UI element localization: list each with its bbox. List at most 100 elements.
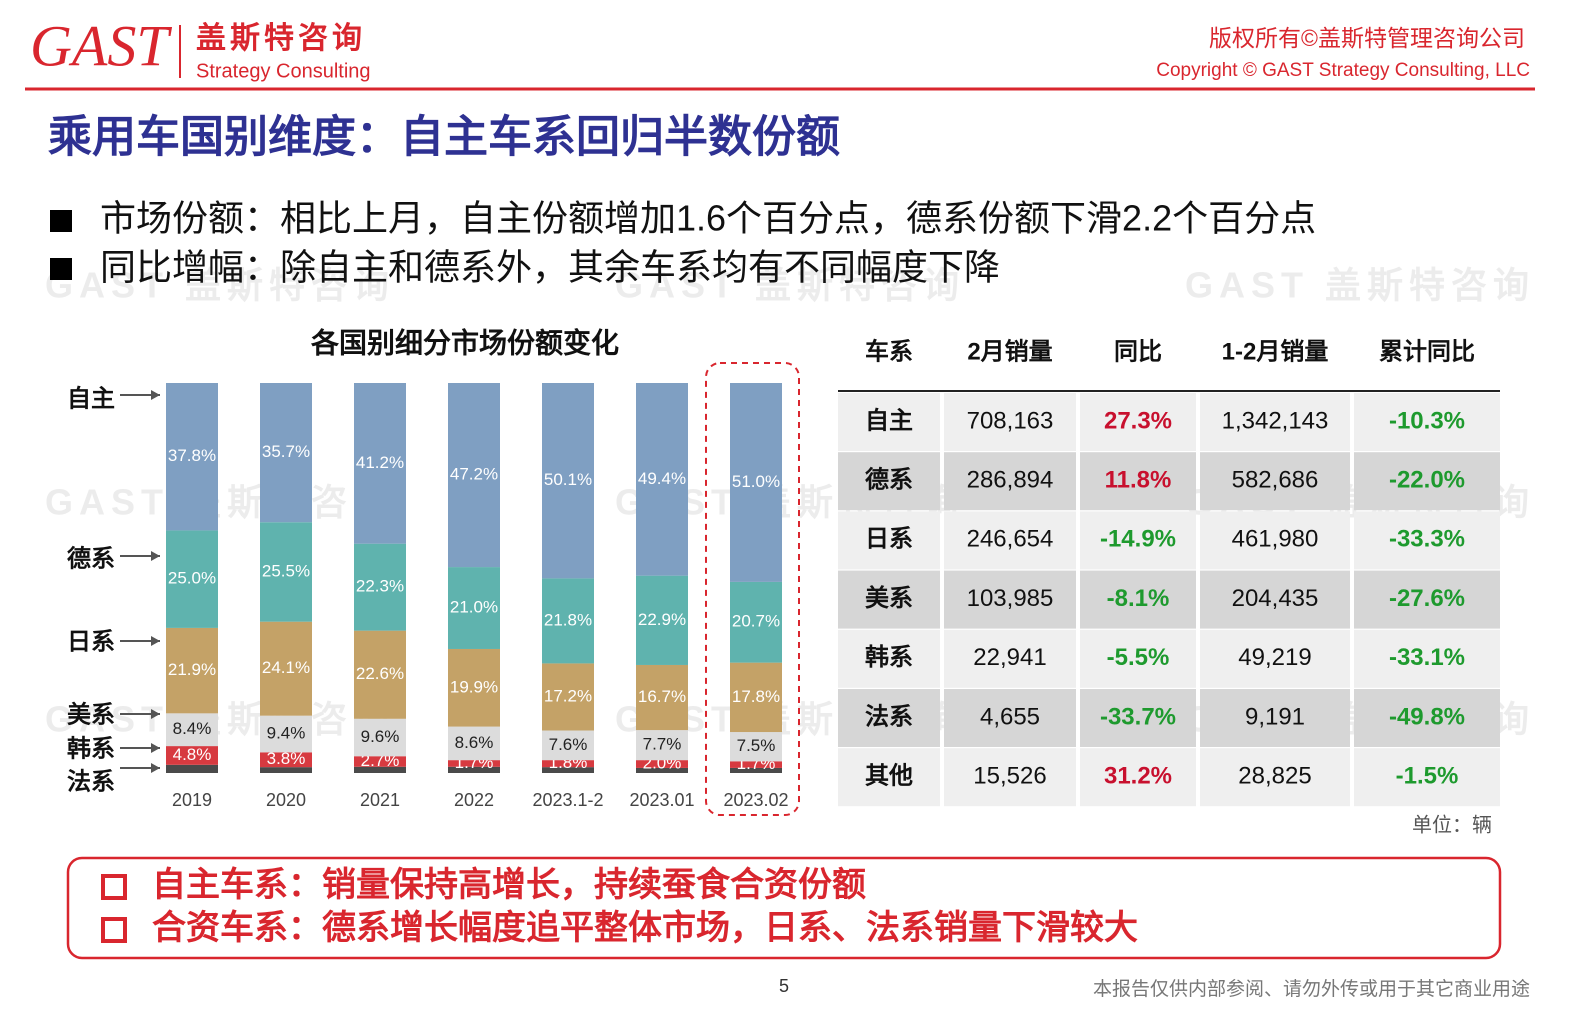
table-cell: 9,191 xyxy=(1245,703,1305,730)
table-cell-bg xyxy=(1080,393,1196,451)
table-cell: 韩系 xyxy=(865,644,913,671)
data-label: 3.8% xyxy=(267,749,306,768)
legend-arrowhead xyxy=(151,390,160,400)
table-cell: 461,980 xyxy=(1232,526,1319,553)
unit-note: 单位：辆 xyxy=(1412,813,1492,836)
table-cell: -8.1% xyxy=(1107,585,1170,612)
bar-segment xyxy=(636,575,688,665)
bar-segment xyxy=(448,383,500,568)
legend-label: 德系 xyxy=(67,544,115,572)
data-label: 19.9% xyxy=(450,677,498,696)
table-cell-bg xyxy=(1354,511,1500,570)
table-header: 累计同比 xyxy=(1379,338,1475,365)
table-cell-bg xyxy=(838,452,940,511)
table-cell: 其他 xyxy=(865,763,913,790)
data-label: 22.9% xyxy=(638,610,686,629)
bar-segment xyxy=(260,621,312,716)
bar-segment xyxy=(354,766,406,773)
bar-segment xyxy=(166,383,218,531)
conclusion-marker xyxy=(101,874,127,900)
table-cell: 246,654 xyxy=(967,526,1054,553)
table-cell: -14.9% xyxy=(1100,526,1176,553)
data-label: 21.9% xyxy=(168,660,216,679)
table-cell-bg xyxy=(838,393,940,451)
table-cell: -33.1% xyxy=(1389,644,1465,671)
watermark: GAST 盖斯特咨询 xyxy=(45,265,395,306)
table-cell-bg xyxy=(944,393,1076,451)
data-label: 21.8% xyxy=(544,610,592,629)
legend-arrowhead xyxy=(151,636,160,646)
x-tick-label: 2019 xyxy=(172,790,212,810)
data-label: 51.0% xyxy=(732,472,780,491)
page-number: 5 xyxy=(779,976,789,996)
bullet: 市场份额：相比上月，自主份额增加1.6个百分点，德系份额下滑2.2个百分点 xyxy=(100,198,1316,239)
table-cell: -1.5% xyxy=(1396,763,1459,790)
legend-arrowhead xyxy=(151,709,160,719)
company-en: Strategy Consulting xyxy=(196,60,371,82)
chart-title: 各国别细分市场份额变化 xyxy=(310,326,619,358)
table-cell: 49,219 xyxy=(1238,644,1311,671)
table-cell-bg xyxy=(1200,629,1350,688)
table-header: 车系 xyxy=(865,337,913,365)
bar-segment xyxy=(448,567,500,649)
data-label: 4.8% xyxy=(173,745,212,764)
data-label: 22.3% xyxy=(356,577,404,596)
table-cell: 286,894 xyxy=(967,467,1054,494)
table-cell: 美系 xyxy=(865,584,913,612)
table-cell-bg xyxy=(1200,511,1350,570)
legend-label: 自主 xyxy=(67,384,115,412)
table-cell: 4,655 xyxy=(980,703,1040,730)
bar-segment xyxy=(166,746,218,765)
legend-label: 日系 xyxy=(67,628,115,655)
data-label: 25.0% xyxy=(168,569,216,588)
data-label: 17.8% xyxy=(732,687,780,706)
bar-segment xyxy=(730,383,782,582)
table-cell-bg xyxy=(1080,748,1196,807)
watermark: GAST 盖斯特咨询 xyxy=(1185,265,1535,306)
bar-segment xyxy=(354,383,406,544)
bar-segment xyxy=(542,578,594,664)
table-cell: 582,686 xyxy=(1232,467,1319,494)
table-cell: 27.3% xyxy=(1104,407,1172,434)
data-label: 41.2% xyxy=(356,453,404,472)
slide-title: 乘用车国别维度：自主车系回归半数份额 xyxy=(48,113,840,162)
chart: 4.8% 8.4% 21.9% 25.0% 37.8% 2019 3.8% 9.4% 24.1%… xyxy=(67,383,789,810)
table-cell-bg xyxy=(1354,393,1500,451)
data-label: 35.7% xyxy=(262,442,310,461)
data-label: 25.5% xyxy=(262,561,310,580)
data-label: 24.1% xyxy=(262,658,310,677)
bar-segment xyxy=(730,761,782,768)
table-cell-bg xyxy=(1354,452,1500,511)
bar-segment xyxy=(448,766,500,773)
conclusion: 合资车系：德系增长幅度追平整体市场，日系、法系销量下滑较大 xyxy=(152,908,1138,947)
conclusion-marker xyxy=(101,917,127,943)
table-cell: -5.5% xyxy=(1107,644,1170,671)
table-cell: 708,163 xyxy=(967,407,1054,434)
table-cell-bg xyxy=(944,511,1076,570)
copyright-en: Copyright © GAST Strategy Consulting, LL… xyxy=(1156,60,1530,81)
bar-segment xyxy=(260,522,312,622)
table-cell: 自主 xyxy=(865,406,913,434)
bar-segment xyxy=(542,663,594,731)
bar-segment xyxy=(730,767,782,773)
table-cell-bg xyxy=(1200,452,1350,511)
table-cell-bg xyxy=(944,452,1076,511)
bar-segment xyxy=(636,767,688,773)
bullet-marker xyxy=(50,210,72,232)
bar-segment xyxy=(636,760,688,768)
table-cell: -22.0% xyxy=(1389,467,1465,494)
data-label: 7.6% xyxy=(549,735,588,754)
table-header: 2月销量 xyxy=(967,338,1052,365)
bar-segment xyxy=(542,767,594,773)
table-cell-bg xyxy=(838,511,940,570)
data-label: 17.2% xyxy=(544,686,592,705)
bar-segment xyxy=(636,730,688,761)
data-label: 22.6% xyxy=(356,664,404,683)
table-cell-bg xyxy=(838,629,940,688)
footer-note: 本报告仅供内部参阅、请勿外传或用于其它商业用途 xyxy=(1093,978,1530,1000)
bar-segment xyxy=(260,715,312,753)
bar-segment xyxy=(354,718,406,757)
bar-segment xyxy=(636,664,688,731)
data-label: 21.0% xyxy=(450,598,498,617)
